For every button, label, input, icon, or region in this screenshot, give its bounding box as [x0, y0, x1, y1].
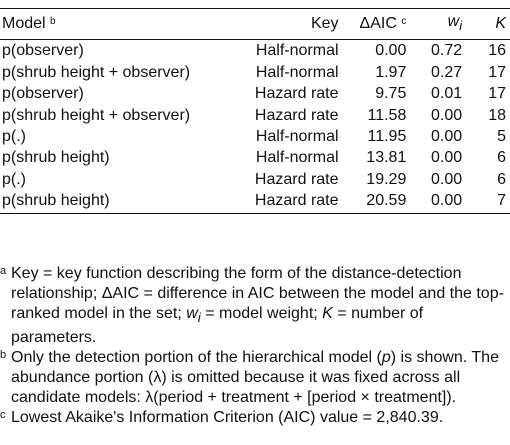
model-selection-table: Model b Key ΔAIC c wi K p(observer) Half-… [0, 7, 510, 215]
table-row: p(shrub height) Hazard rate 20.59 0.00 7 [0, 189, 510, 215]
table-row: p(.) Hazard rate 19.29 0.00 6 [0, 169, 510, 190]
cell-model: p(observer) [2, 85, 84, 103]
cell-k: 6 [497, 170, 506, 188]
header-model: Model b [0, 7, 237, 41]
cell-delta-aic: 20.59 [342, 189, 407, 215]
cell-model: p(shrub height) [0, 189, 237, 215]
cell-model: p(.) [2, 170, 26, 188]
cell-weight: 0.00 [431, 149, 463, 167]
cell-delta-aic: 1.97 [375, 63, 407, 81]
table-row: p(shrub height + observer) Hazard rate 11.… [0, 104, 510, 125]
cell-key: Half-normal [255, 42, 339, 60]
cell-weight: 0.00 [431, 106, 463, 124]
header-row: Model b Key ΔAIC c wi K [0, 7, 510, 41]
cell-k: 7 [462, 189, 510, 215]
footnote-b: b Only the detection portion of the hier… [0, 349, 499, 407]
cell-key: Hazard rate [254, 170, 339, 188]
cell-key: Hazard rate [236, 189, 343, 215]
cell-weight: 0.00 [406, 189, 463, 215]
cell-delta-aic: 0.00 [375, 42, 407, 60]
cell-weight: 0.00 [431, 127, 463, 145]
cell-model: p(shrub height + observer) [2, 63, 191, 81]
header-key: Key [236, 7, 343, 41]
table-row: p(.) Half-normal 11.95 0.00 5 [0, 126, 510, 147]
cell-key: Half-normal [255, 127, 339, 145]
cell-k: 5 [497, 127, 506, 145]
footnote-mark-c: c [401, 16, 407, 28]
cell-delta-aic: 19.29 [366, 170, 407, 188]
cell-model: p(observer) [2, 42, 84, 60]
cell-k: 6 [497, 149, 506, 167]
table-row: p(shrub height + observer) Half-normal 1.9… [0, 62, 510, 83]
footnote-a: a Key = key function describing the form… [0, 265, 504, 347]
cell-weight: 0.27 [431, 63, 463, 81]
cell-k: 17 [488, 85, 506, 103]
footnote-mark-b: b [50, 16, 56, 28]
cell-key: Half-normal [255, 149, 339, 167]
footnote-c: c Lowest Akaike's Information Criterion … [0, 409, 444, 427]
table-row: p(shrub height) Half-normal 13.81 0.00 6 [0, 147, 510, 168]
cell-k: 18 [488, 106, 506, 124]
header-weight: wi [406, 7, 463, 41]
header-k: K [462, 7, 510, 41]
cell-model: p(.) [2, 127, 26, 145]
cell-k: 16 [488, 42, 506, 60]
cell-delta-aic: 13.81 [366, 149, 407, 167]
cell-weight: 0.72 [431, 42, 463, 60]
cell-key: Half-normal [255, 63, 339, 81]
cell-key: Hazard rate [254, 106, 339, 124]
cell-weight: 0.01 [431, 85, 463, 103]
cell-model: p(shrub height + observer) [2, 106, 191, 124]
cell-delta-aic: 11.95 [367, 127, 407, 145]
table-row: p(observer) Half-normal 0.00 0.72 16 [0, 40, 510, 62]
cell-delta-aic: 9.75 [375, 85, 407, 103]
cell-k: 17 [488, 63, 506, 81]
cell-weight: 0.00 [431, 170, 463, 188]
cell-model: p(shrub height) [2, 149, 110, 167]
table-row: p(observer) Hazard rate 9.75 0.01 17 [0, 83, 510, 104]
header-delta-aic: ΔAIC c [342, 7, 407, 41]
cell-key: Hazard rate [254, 85, 339, 103]
footnotes: a Key = key function describing the form… [0, 264, 506, 428]
cell-delta-aic: 11.58 [367, 106, 407, 124]
